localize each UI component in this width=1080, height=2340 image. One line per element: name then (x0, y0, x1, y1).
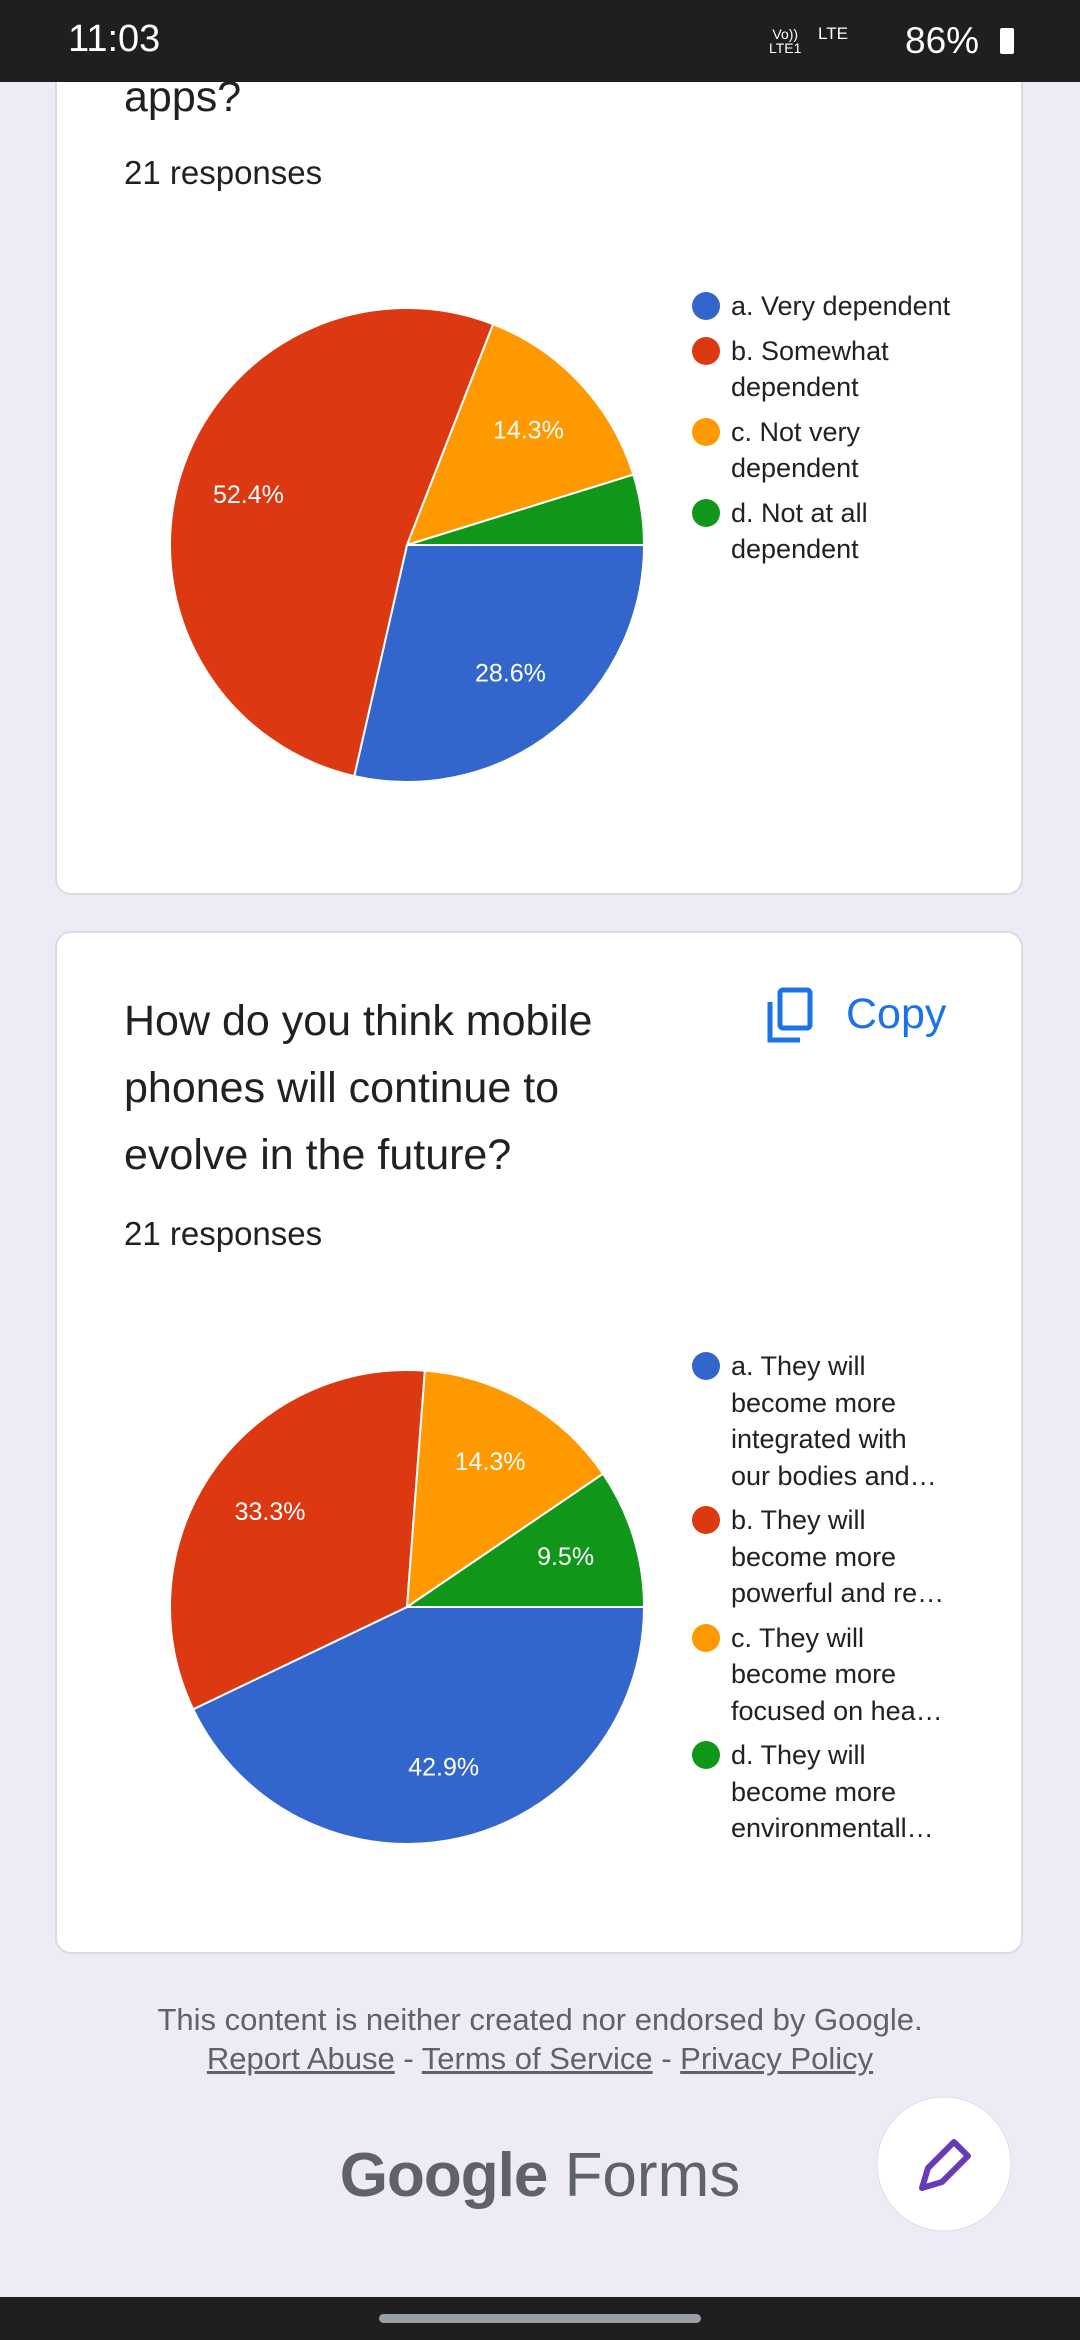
copy-icon[interactable] (767, 987, 813, 1043)
slice-label: 14.3% (455, 1448, 526, 1476)
legend: a. They will become more integrated with… (692, 1348, 952, 1855)
pie-slice (169, 307, 495, 778)
legend-marker (692, 1506, 720, 1534)
legend-item: c. They will become more focused on hea… (692, 1620, 952, 1730)
separator: - (661, 2041, 672, 2076)
home-handle[interactable] (379, 2314, 701, 2323)
legend-marker (692, 1623, 720, 1652)
pie-slice (169, 1369, 426, 1711)
legend-marker (692, 336, 720, 365)
question-title: How do you think mobile phones will cont… (124, 997, 593, 1179)
link[interactable]: Report Abuse (206, 2041, 395, 2076)
legend-marker (692, 292, 720, 320)
legend-label: a. They will become more integrated with… (731, 1351, 937, 1491)
link[interactable]: Terms of Service (421, 2041, 653, 2076)
slice-label: 14.3% (493, 417, 564, 445)
legend-item: a. Very dependent (692, 288, 952, 325)
legend-marker (692, 417, 720, 446)
legend-label: c. They will become more focused on hea… (731, 1622, 943, 1726)
legend-marker (692, 498, 720, 527)
pie-slice (403, 1472, 646, 1608)
network: LTE (818, 24, 848, 43)
response-count: 21 responses (124, 154, 323, 191)
legend-label: c. Not very dependent (731, 416, 861, 484)
pie-slice (191, 1606, 646, 1845)
legend-item: b. They will become more powerful and re… (692, 1502, 952, 1612)
slice-label: 28.6% (475, 659, 546, 687)
pie-slice (406, 473, 646, 546)
volte-sub: LTE1 (769, 40, 802, 56)
question-title: apps? (124, 73, 242, 121)
volte: Vo)) LTE1 (769, 27, 801, 55)
legend-label: a. Very dependent (731, 291, 951, 321)
legend-label: b. Somewhat dependent (731, 335, 889, 403)
legend-item: c. Not very dependent (692, 414, 952, 487)
copy-button[interactable]: Copy (846, 990, 947, 1038)
logo-google: Google (339, 2141, 549, 2210)
slice-label: 42.9% (408, 1753, 479, 1781)
logo-forms: Forms (564, 2141, 741, 2210)
battery: 86% (905, 20, 980, 61)
pie-slice (353, 544, 646, 783)
legend-item: b. Somewhat dependent (692, 333, 952, 406)
legend-marker (692, 1741, 720, 1769)
legend-label: b. They will become more powerful and re… (731, 1505, 945, 1608)
pencil-icon (919, 2139, 971, 2191)
response-count: 21 responses (124, 1215, 323, 1252)
volte-label: Vo)) (772, 26, 799, 42)
slice-label: 9.5% (537, 1543, 594, 1571)
logo: Google Forms (0, 2140, 1080, 2211)
edit-fab[interactable] (876, 2096, 1012, 2232)
legend-item: d. They will become more environmentall… (692, 1737, 952, 1847)
status-bar (0, 0, 1080, 82)
legend-marker (692, 1352, 720, 1380)
legend-label: d. They will become more environmentall… (731, 1740, 934, 1843)
legend-item: d. Not at all dependent (692, 495, 952, 568)
slice-label: 33.3% (235, 1498, 306, 1526)
slice-label: 52.4% (213, 481, 284, 509)
separator: - (403, 2041, 414, 2076)
footer-links: Report Abuse - Terms of Service - Privac… (0, 2041, 1080, 2077)
time: 11:03 (68, 18, 161, 60)
pie-slice (405, 322, 635, 547)
pie-slice (405, 1369, 605, 1609)
legend: a. Very dependent b. Somewhat dependent c.… (692, 288, 952, 576)
legend-label: d. Not at all dependent (731, 497, 868, 565)
link[interactable]: Privacy Policy (680, 2041, 874, 2076)
battery-icon (1000, 28, 1014, 54)
disclaimer: This content is neither created nor endo… (157, 2002, 923, 2037)
legend-item: a. They will become more integrated with… (692, 1348, 952, 1494)
